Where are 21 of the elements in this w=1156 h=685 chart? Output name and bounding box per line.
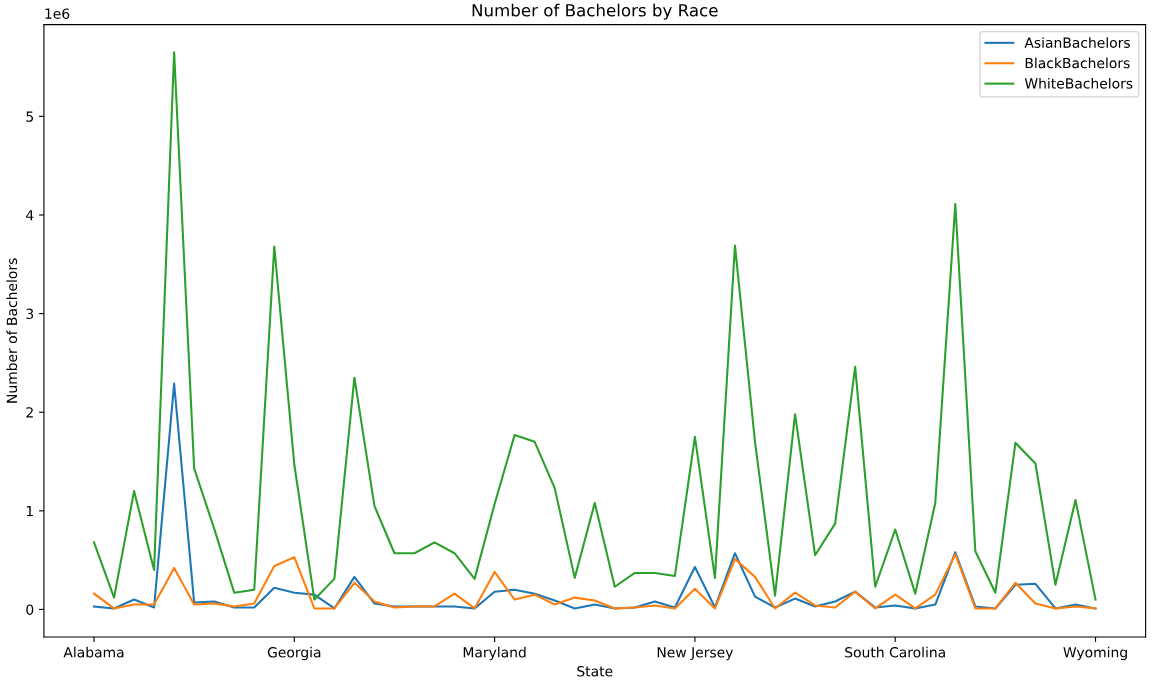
x-tick-label: New Jersey (657, 647, 734, 661)
x-tick-label: South Carolina (845, 646, 945, 658)
line-series (92, 553, 1097, 610)
x-tick-label: Maryland (463, 646, 526, 661)
y-tick-label: 4 (26, 210, 34, 221)
y-axis-title: Number of Bachelors (6, 258, 18, 403)
chart-title: Number of Bachelors by Race (472, 3, 718, 20)
y-tick-label: 3 (26, 308, 34, 320)
y-tick-label: 2 (26, 407, 33, 418)
text: 1e6 (45, 8, 70, 19)
y-tick-label: 5 (26, 111, 33, 122)
x-axis-title: State (577, 666, 613, 677)
y-tick-label: 0 (26, 604, 34, 615)
line-series (92, 382, 1097, 610)
x-tick-label: Alabama (63, 646, 124, 658)
legend-label: BlackBachelors (1025, 57, 1130, 69)
legend-label: WhiteBachelors (1024, 77, 1133, 89)
legend-label: AsianBachelors (1024, 37, 1130, 48)
x-tick-label: Wyoming (1063, 646, 1127, 661)
x-tick-label: Georgia (267, 646, 321, 661)
y-tick-label: 1 (26, 505, 33, 517)
